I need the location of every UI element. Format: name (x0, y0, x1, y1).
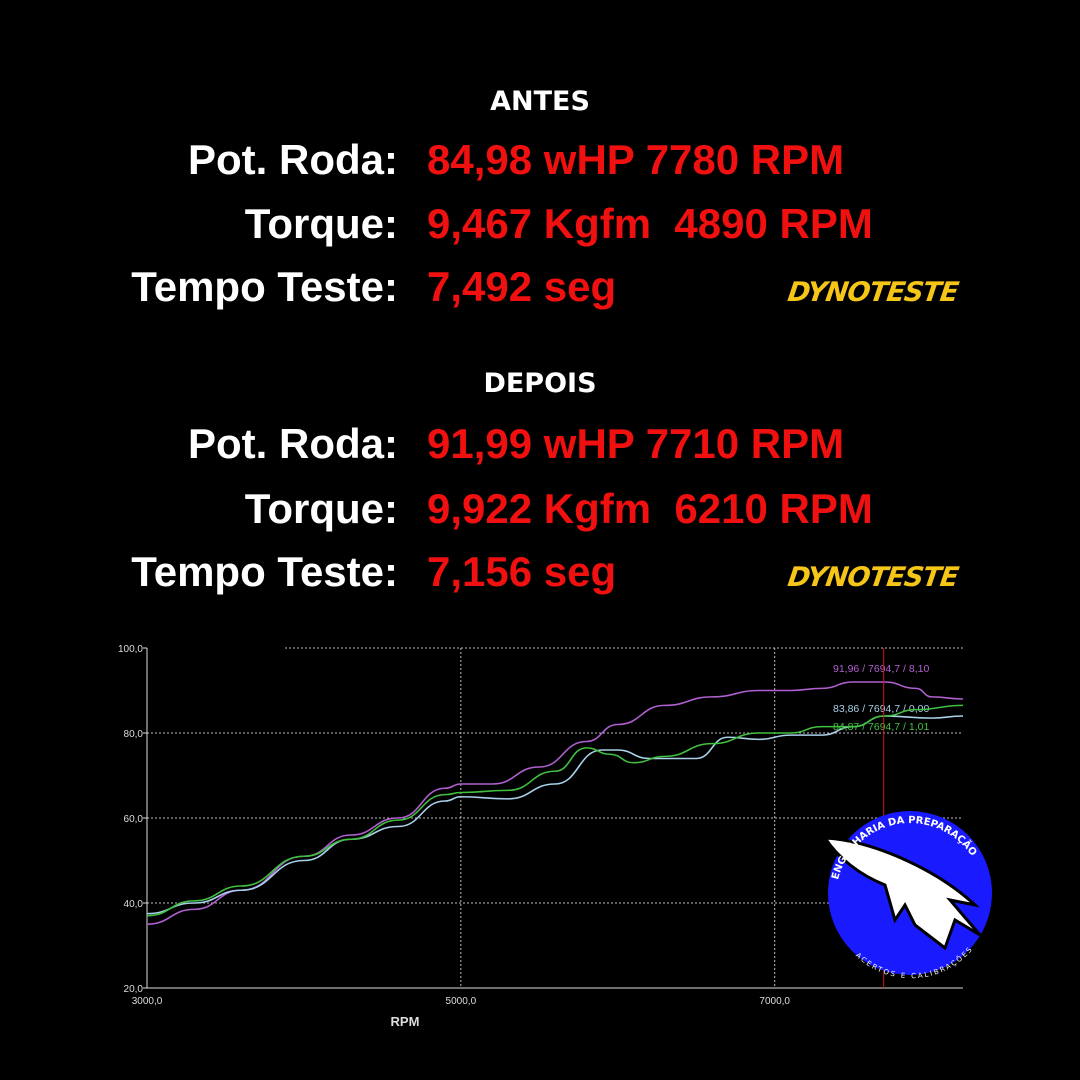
torque-label: Torque: (244, 200, 398, 247)
tempo-value: 7,492 seg (427, 263, 617, 310)
torque-value: 9,922 Kgfm 6210 RPM (427, 485, 873, 532)
pot-roda-value: 91,99 wHP 7710 RPM (427, 420, 845, 467)
series-line-3 (146, 704, 964, 917)
x-tick-label: 7000,0 (759, 996, 790, 1007)
tempo-label: Tempo Teste: (131, 548, 398, 595)
torque-value: 9,467 Kgfm 4890 RPM (427, 200, 873, 247)
series-readout-2: 83,86 / 7694,7 / 0,00 (833, 703, 929, 715)
pot-roda-label: Pot. Roda: (188, 136, 398, 183)
rocket-icon (822, 836, 982, 951)
y-tick-label: 100,0 (118, 644, 143, 655)
y-tick-label: 20,0 (124, 984, 144, 995)
pot-roda-label: Pot. Roda: (188, 420, 398, 467)
y-tick-label: 60,0 (124, 814, 144, 825)
pot-roda-value: 84,98 wHP 7780 RPM (427, 136, 845, 183)
tempo-label: Tempo Teste: (131, 263, 398, 310)
series-line-2 (146, 715, 964, 915)
series-line-1 (146, 681, 964, 926)
series-readout-1: 91,96 / 7694,7 / 8,10 (833, 663, 929, 675)
x-tick-label: 5000,0 (446, 996, 477, 1007)
x-tick-label: 3000,0 (132, 996, 163, 1007)
x-axis-label: RPM (391, 1014, 420, 1029)
y-tick-label: 40,0 (124, 899, 144, 910)
antes-heading: ANTES (490, 86, 590, 117)
depois-heading: DEPOIS (483, 368, 597, 399)
tempo-value: 7,156 seg (427, 548, 617, 595)
series-readout-3: 84,87 / 7694,7 / 1,01 (833, 721, 929, 733)
y-tick-label: 80,0 (124, 729, 144, 740)
torque-label: Torque: (244, 485, 398, 532)
